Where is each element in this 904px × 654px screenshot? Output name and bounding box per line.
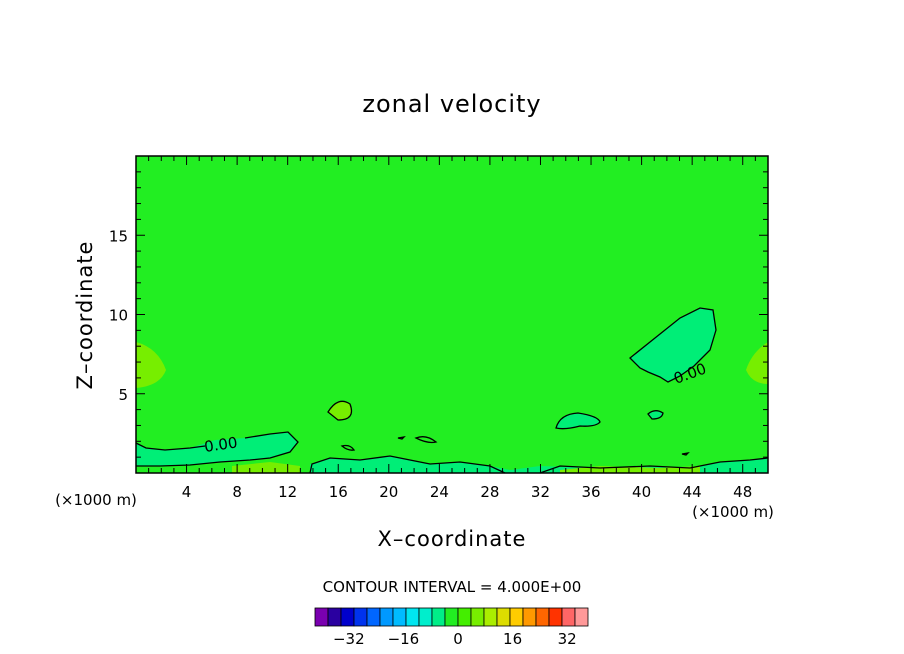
- colorbar-swatch: [561, 607, 576, 627]
- colorbar-swatch: [405, 607, 420, 627]
- x-tick-label: 4: [182, 483, 192, 501]
- colorbar-tick-label: 0: [453, 630, 463, 648]
- colorbar-tick-label: 32: [558, 630, 577, 648]
- contour-line-small-blob: [647, 410, 664, 420]
- colorbar-swatch: [418, 607, 433, 627]
- y-axis-label: Z–coordinate: [73, 241, 97, 390]
- colorbar-swatch: [535, 607, 550, 627]
- colorbar-tick-label: 16: [503, 630, 522, 648]
- colorbar-swatch: [392, 607, 407, 627]
- contour-region-mid-blob: [556, 413, 600, 429]
- contour-interval-text: CONTOUR INTERVAL = 4.000E+00: [323, 578, 582, 596]
- contour-region-right-edge: [746, 342, 768, 384]
- contour-line-mid-blob: [555, 412, 601, 430]
- colorbar-tick-label: −16: [388, 630, 420, 648]
- contour-line-tiny-3: [397, 436, 406, 440]
- contour-lines: [135, 307, 769, 474]
- x-tick-label: 24: [430, 483, 449, 501]
- colorbar-swatch: [548, 607, 563, 627]
- x-axis-unit-left: (×1000 m): [55, 491, 137, 509]
- contour-line-tiny-2: [414, 436, 438, 444]
- plot-background: [136, 156, 768, 473]
- colorbar-swatch: [522, 607, 537, 627]
- colorbar-swatch: [327, 607, 342, 627]
- colorbar-tick-label: −32: [333, 630, 365, 648]
- contour-line-lower-right: [309, 455, 769, 474]
- contour-line-left-bump: [327, 400, 353, 421]
- x-tick-label: 48: [733, 483, 752, 501]
- colorbar-swatch: [457, 607, 472, 627]
- colorbar-swatch: [431, 607, 446, 627]
- x-tick-label: 12: [278, 483, 297, 501]
- colorbar-swatch: [470, 607, 485, 627]
- contour-region-small-blob: [648, 410, 663, 419]
- contour-region-bottom-strip-left: [232, 462, 300, 473]
- colorbar-swatch: [340, 607, 355, 627]
- contour-line-upper-right: [629, 307, 717, 383]
- x-tick-label: 20: [379, 483, 398, 501]
- x-tick-label: 16: [329, 483, 348, 501]
- contour-region-left-edge: [136, 342, 166, 388]
- colorbar-swatch: [496, 607, 511, 627]
- contour-region-upper-right: [630, 308, 716, 382]
- contour-line-tiny-4: [681, 452, 690, 456]
- colorbar-swatch: [574, 607, 589, 627]
- y-tick-label: 15: [109, 227, 128, 245]
- x-tick-label: 40: [632, 483, 651, 501]
- contour-region-left-bump: [328, 401, 352, 420]
- contour-region-lower-left: [136, 432, 298, 466]
- colorbar-swatch: [379, 607, 394, 627]
- colorbar-swatch: [314, 607, 329, 627]
- colorbar-swatch: [353, 607, 368, 627]
- contour-line-lower-left: [135, 431, 299, 467]
- x-tick-label: 28: [480, 483, 499, 501]
- colorbar: −32 −16 0 16 32: [314, 607, 589, 648]
- x-tick-label: 44: [683, 483, 702, 501]
- x-tick-label: 8: [232, 483, 242, 501]
- colorbar-swatch: [444, 607, 459, 627]
- colorbar-swatch: [366, 607, 381, 627]
- y-tick-label: 5: [118, 386, 128, 404]
- x-tick-label: 32: [531, 483, 550, 501]
- contour-label-lower-left: 0.00: [203, 433, 239, 455]
- filled-contours: [136, 308, 768, 473]
- chart-title: zonal velocity: [362, 90, 541, 118]
- colorbar-swatch: [509, 607, 524, 627]
- x-axis-label: X–coordinate: [378, 527, 527, 551]
- contour-line-tiny-1: [340, 444, 356, 451]
- y-tick-label: 10: [109, 307, 128, 325]
- x-tick-label: 36: [581, 483, 600, 501]
- x-axis-unit-right: (×1000 m): [692, 503, 774, 521]
- colorbar-swatch: [483, 607, 498, 627]
